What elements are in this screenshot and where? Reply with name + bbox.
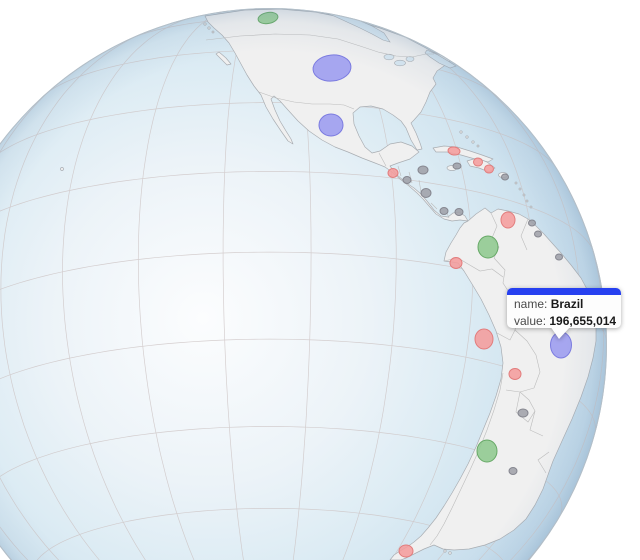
bubble-paraguay[interactable] (517, 408, 529, 418)
bubble-uruguay[interactable] (508, 467, 518, 475)
bubble-chile[interactable] (398, 544, 414, 558)
tooltip-pointer (550, 326, 571, 339)
bubble-dominican-republic[interactable] (484, 164, 494, 174)
tooltip-value-row: value: 196,655,014 (514, 313, 617, 328)
bubble-french-guiana[interactable] (555, 253, 563, 261)
bubble-colombia[interactable] (477, 235, 499, 259)
tooltip: name: Brazil value: 196,655,014 (507, 288, 621, 339)
tooltip-name-row: name: Brazil (514, 297, 584, 311)
bubble-peru[interactable] (474, 328, 494, 350)
bubble-haiti[interactable] (473, 157, 483, 167)
bubble-ecuador[interactable] (449, 257, 463, 269)
bubble-panama[interactable] (454, 208, 464, 216)
bubble-el-salvador[interactable] (402, 176, 412, 184)
bubble-nicaragua[interactable] (420, 188, 432, 198)
bubble-costa-rica[interactable] (439, 207, 449, 215)
bubble-suriname[interactable] (534, 230, 542, 238)
bubble-mexico[interactable] (318, 113, 344, 137)
bubble-argentina[interactable] (476, 439, 498, 463)
tooltip-accent-bar (507, 288, 621, 295)
bubble-guyana[interactable] (528, 219, 536, 227)
bubble-honduras[interactable] (417, 165, 429, 175)
globe-edge (0, 8, 607, 560)
bubble-venezuela[interactable] (500, 211, 516, 229)
bubble-puerto-rico[interactable] (501, 173, 509, 181)
bubble-guatemala[interactable] (387, 168, 399, 178)
tooltip-country-name: Brazil (550, 297, 584, 311)
bubble-bolivia[interactable] (508, 368, 522, 380)
bubble-jamaica[interactable] (452, 162, 462, 170)
tooltip-country-value: 196,655,014 (549, 313, 617, 328)
